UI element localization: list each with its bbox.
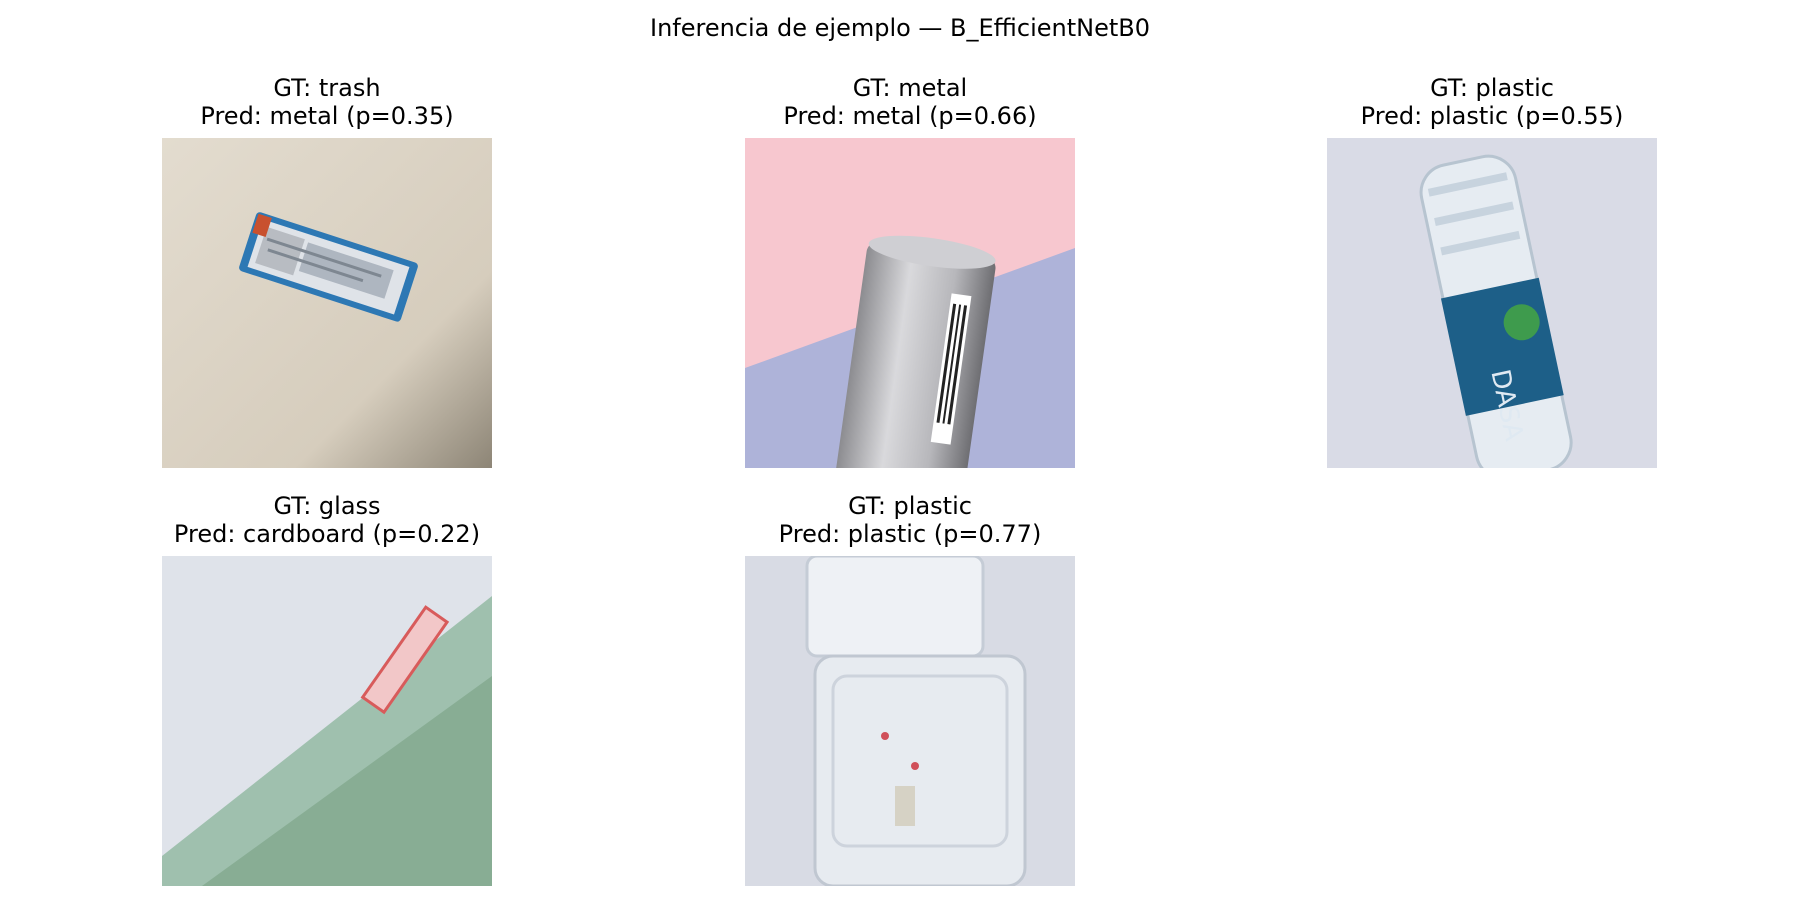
prediction-label: Pred: cardboard (p=0.22) — [173, 520, 481, 548]
ground-truth-label: GT: plastic — [848, 492, 972, 520]
prediction-label: Pred: metal (p=0.35) — [200, 102, 454, 130]
ground-truth-label: GT: metal — [852, 74, 968, 102]
clamshell-container-photo — [745, 556, 1075, 886]
panel-title: GT: plastic Pred: plastic (p=0.77) — [685, 492, 1135, 548]
panel-title: GT: metal Pred: metal (p=0.66) — [685, 74, 1135, 130]
prediction-label: Pred: metal (p=0.66) — [783, 102, 1037, 130]
figure-title: Inferencia de ejemplo — B_EfficientNetB0 — [649, 14, 1150, 42]
energy-drink-can-photo — [745, 138, 1075, 468]
prediction-label: Pred: plastic (p=0.55) — [1360, 102, 1624, 130]
ground-truth-label: GT: trash — [273, 74, 381, 102]
ground-truth-label: GT: glass — [273, 492, 381, 520]
glass-bottle-photo — [162, 556, 492, 886]
crumpled-wrapper-photo — [162, 138, 492, 468]
ground-truth-label: GT: plastic — [1430, 74, 1554, 102]
panel-title: GT: plastic Pred: plastic (p=0.55) — [1267, 74, 1717, 130]
panel-title: GT: glass Pred: cardboard (p=0.22) — [102, 492, 552, 548]
water-bottle-photo: DASA — [1327, 138, 1657, 468]
panel-title: GT: trash Pred: metal (p=0.35) — [102, 74, 552, 130]
prediction-label: Pred: plastic (p=0.77) — [778, 520, 1042, 548]
